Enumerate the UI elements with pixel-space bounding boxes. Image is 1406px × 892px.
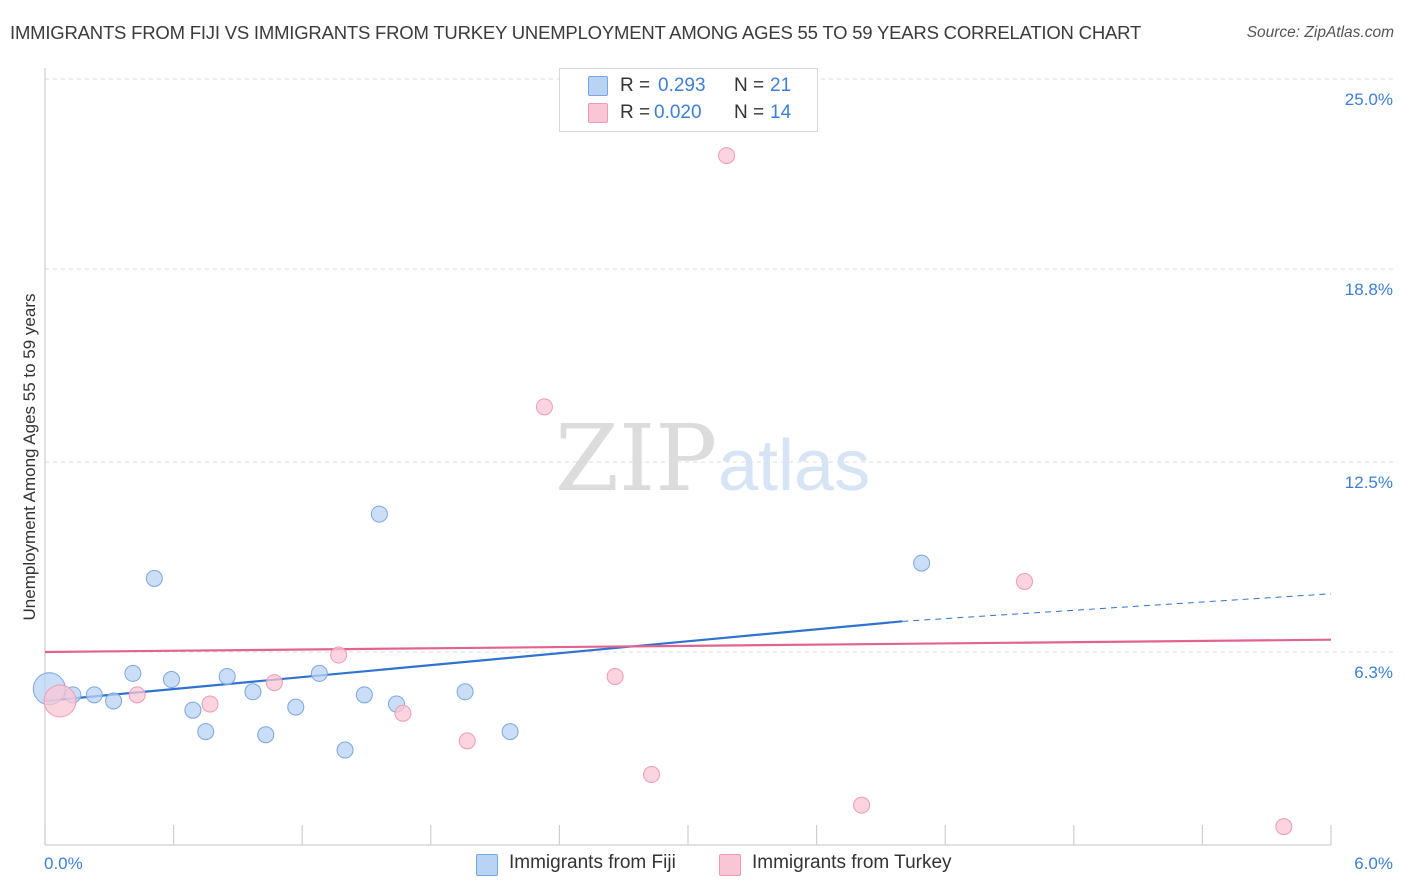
bottom-legend-swatch-turkey bbox=[719, 854, 741, 876]
fiji-point bbox=[162, 671, 180, 689]
watermark-zip: ZIP bbox=[555, 405, 717, 512]
fiji-point bbox=[501, 723, 519, 741]
fiji-point bbox=[456, 683, 474, 701]
legend-turkey-r: 0.020 bbox=[654, 102, 702, 123]
x-tick-label: 6.0% bbox=[1354, 854, 1393, 873]
turkey-point bbox=[853, 796, 871, 814]
y-tick-label: 12.5% bbox=[1345, 473, 1393, 492]
legend-swatch-fiji bbox=[588, 76, 608, 96]
legend-n-label: N = bbox=[734, 75, 765, 96]
fiji-point bbox=[370, 505, 388, 523]
legend-n-label: N = bbox=[734, 102, 765, 123]
fiji-point bbox=[287, 698, 305, 716]
turkey-point bbox=[128, 686, 146, 704]
turkey-point bbox=[1275, 818, 1293, 836]
turkey-point bbox=[606, 667, 624, 685]
fiji-point bbox=[257, 726, 275, 744]
legend-fiji-r: 0.293 bbox=[658, 75, 706, 96]
y-axis-title: Unemployment Among Ages 55 to 59 years bbox=[20, 294, 39, 621]
fiji-point bbox=[124, 664, 142, 682]
fiji-point bbox=[336, 741, 354, 759]
turkey-trend-line bbox=[44, 638, 1332, 654]
bottom-legend-swatch-fiji bbox=[476, 854, 498, 876]
turkey-point bbox=[330, 646, 348, 664]
turkey-point bbox=[643, 766, 661, 784]
fiji-point bbox=[310, 664, 328, 682]
fiji-trend-line bbox=[44, 620, 903, 703]
fiji-point bbox=[145, 569, 163, 587]
fiji-point bbox=[197, 723, 215, 741]
fiji-point bbox=[913, 554, 931, 572]
fiji-point bbox=[218, 667, 236, 685]
legend-fiji-n: 21 bbox=[770, 75, 792, 96]
turkey-point bbox=[201, 695, 219, 713]
turkey-point bbox=[458, 732, 476, 750]
axis-layer: 6.3% 12.5% 18.8% 25.0% 0.0% 6.0% bbox=[44, 68, 1393, 873]
fiji-point bbox=[85, 686, 103, 704]
source-label: Source: ZipAtlas.com bbox=[1246, 24, 1394, 41]
fiji-point bbox=[184, 701, 202, 719]
turkey-point bbox=[265, 674, 283, 692]
turkey-point bbox=[394, 704, 412, 722]
legend-turkey-n: 14 bbox=[770, 102, 792, 123]
trend-layer bbox=[44, 593, 1332, 703]
fiji-point bbox=[244, 683, 262, 701]
y-tick-label: 25.0% bbox=[1345, 90, 1393, 109]
y-tick-label: 6.3% bbox=[1354, 663, 1393, 682]
watermark-atlas: atlas bbox=[718, 426, 870, 506]
bottom-legend-label-fiji: Immigrants from Fiji bbox=[509, 852, 676, 873]
grid-layer bbox=[45, 78, 1395, 653]
turkey-point bbox=[43, 684, 77, 718]
chart-title: IMMIGRANTS FROM FIJI VS IMMIGRANTS FROM … bbox=[10, 22, 1142, 43]
fiji-trend-extension bbox=[902, 593, 1332, 622]
turkey-point bbox=[535, 398, 553, 416]
bottom-legend-label-turkey: Immigrants from Turkey bbox=[752, 852, 952, 873]
fiji-point bbox=[105, 692, 123, 710]
legend-r-label: R = bbox=[620, 102, 651, 123]
point-layer bbox=[32, 147, 1293, 836]
x-tick-label: 0.0% bbox=[44, 854, 83, 873]
turkey-point bbox=[1016, 572, 1034, 590]
fiji-point bbox=[355, 686, 373, 704]
turkey-point bbox=[718, 147, 736, 165]
legend-swatch-turkey bbox=[588, 103, 608, 123]
correlation-legend: R = 0.293 N = 21 R = 0.020 N = 14 bbox=[559, 68, 818, 132]
watermark: ZIP atlas bbox=[555, 405, 870, 512]
y-tick-label: 18.8% bbox=[1345, 280, 1393, 299]
legend-r-label: R = bbox=[620, 75, 651, 96]
